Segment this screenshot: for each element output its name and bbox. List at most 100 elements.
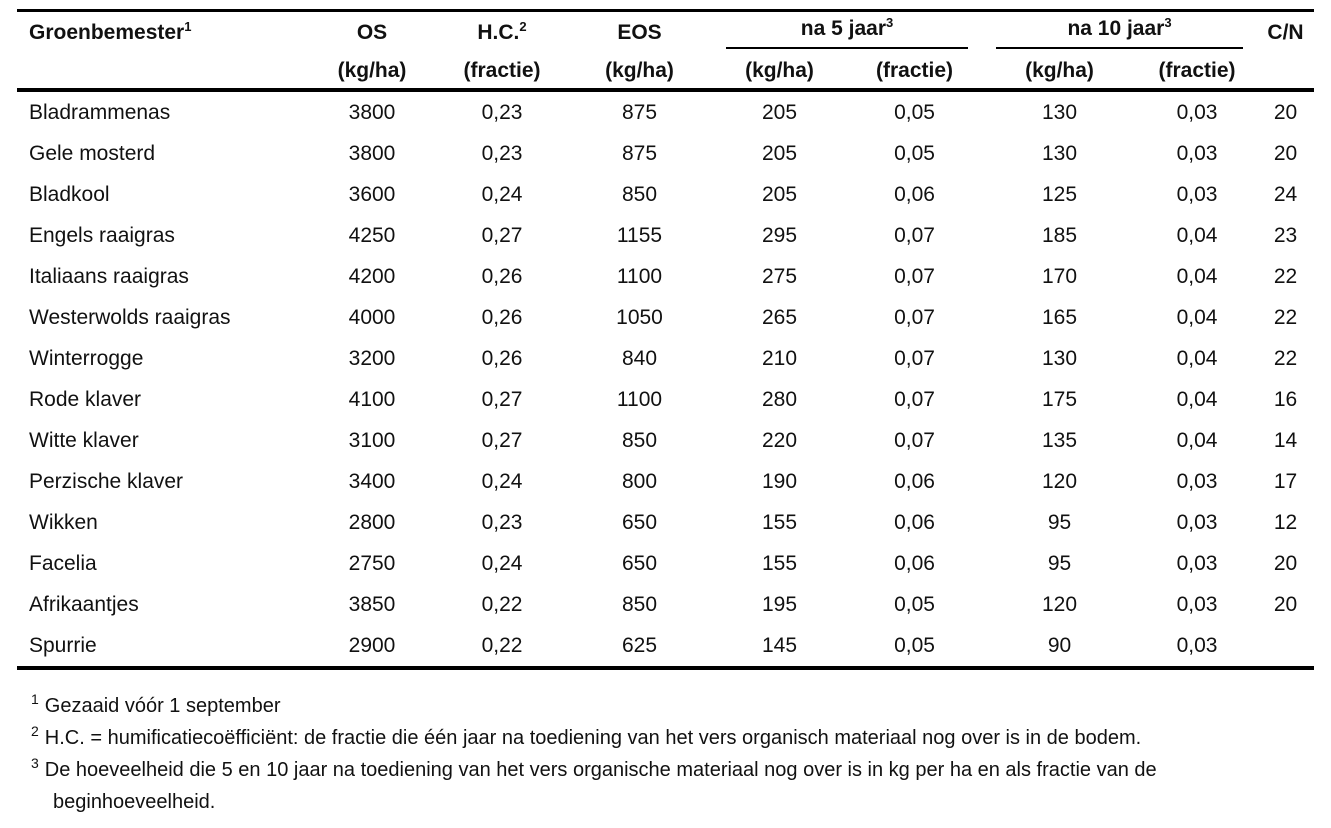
footnote-number: 1 [31,691,39,708]
cell-groenbemester: Engels raaigras [29,223,175,247]
cell-eos: 625 [567,625,712,670]
cell-groenbemester: Spurrie [17,625,307,670]
cell-na5-kgha: 205 [761,182,798,206]
cell-na10-kgha: 165 [1041,305,1078,329]
col-group-na-10-jaar-label: na 10 jaar3 [996,15,1244,49]
unit-cell-empty [17,54,307,92]
cell-na5-kgha: 190 [761,469,798,493]
cell-na10-kgha: 170 [1041,264,1078,288]
cell-na10-fractie: 0,03 [1137,625,1258,670]
cell-cn: 20 [1273,141,1298,165]
cell-na5-fractie: 0,05 [847,625,982,670]
cell-eos: 1155 [616,223,663,247]
cell-os: 2900 [307,625,437,670]
footnote-number: 3 [31,755,39,772]
cell-na5-kgha: 280 [761,387,798,411]
cell-na10-fractie: 0,04 [1176,305,1218,329]
cell-eos: 650 [621,551,658,575]
col-header-eos-label: EOS [617,21,662,44]
cell-na10-fractie: 0,03 [1176,182,1218,206]
cell-na5-fractie: 0,07 [894,223,935,247]
cell-na10-fractie: 0,03 [1176,469,1218,493]
cell-groenbemester: Westerwolds raaigras [29,305,231,329]
cell-eos: 840 [621,346,658,370]
na-10-jaar-text: na 10 jaar [1067,17,1165,40]
footnote-text: Gezaaid vóór 1 september [44,695,281,717]
cell-na10-kgha: 120 [1041,469,1078,493]
cell-os: 3100 [348,428,396,452]
cell-groenbemester: Facelia [29,551,97,575]
cell-na5-kgha: 205 [761,100,798,124]
cell-na5-fractie: 0,06 [894,182,935,206]
col-header-cn-label: C/N [1267,21,1304,44]
cell-eos: 850 [621,592,658,616]
cell-na10-fractie: 0,03 [1176,100,1218,124]
cell-hc: 0,27 [481,223,523,247]
table-row: Bladkool 3600 0,24 850 205 0,06 125 0,03… [17,174,1314,215]
cell-na5-fractie: 0,05 [894,141,935,165]
cell-na10-fractie: 0,04 [1176,428,1218,452]
cell-na5-fractie: 0,06 [894,469,935,493]
header-row-units: (kg/ha) (fractie) (kg/ha) (kg/ha) (fract… [17,54,1315,92]
cell-cn: 14 [1273,428,1298,452]
cell-na10-kgha: 120 [1041,592,1078,616]
unit-na10-fractie: (fractie) [1137,54,1258,92]
cell-na5-fractie: 0,07 [894,305,935,329]
table-row: Wikken 2800 0,23 650 155 0,06 95 0,03 12 [17,502,1314,543]
unit-eos-kgha: (kg/ha) [567,54,712,92]
cell-hc: 0,24 [481,182,523,206]
cell-os: 2750 [348,551,396,575]
table-row: Engels raaigras 4250 0,27 1155 295 0,07 … [17,215,1314,256]
cell-na10-fractie: 0,04 [1176,223,1218,247]
footnote-ref-2: 2 [519,19,527,34]
cell-cn: 22 [1273,346,1298,370]
cell-groenbemester: Perzische klaver [29,469,184,493]
col-header-cn: C/N [1257,11,1314,55]
cell-eos: 850 [621,182,658,206]
footnote-text: De hoeveelheid die 5 en 10 jaar na toedi… [44,759,1157,813]
cell-na10-kgha: 135 [1041,428,1078,452]
cell-na5-fractie: 0,07 [894,428,935,452]
cell-na5-kgha: 155 [761,551,798,575]
cell-os: 3800 [348,141,396,165]
cell-eos: 800 [621,469,658,493]
cell-cn: 23 [1273,223,1298,247]
cell-eos: 1100 [616,264,663,288]
cell-na5-fractie: 0,07 [894,387,935,411]
cell-os: 3850 [348,592,396,616]
cell-eos: 875 [621,141,658,165]
cell-os: 4250 [348,223,396,247]
col-header-hc-label: H.C. [477,21,520,44]
cell-na10-fractie: 0,04 [1176,346,1218,370]
footnote-ref-3: 3 [1164,15,1172,30]
cell-na10-kgha: 130 [1041,100,1078,124]
cell-eos: 650 [621,510,658,534]
cell-na10-kgha: 130 [1041,141,1078,165]
cell-hc: 0,22 [437,625,567,670]
cell-hc: 0,23 [481,141,523,165]
cell-na5-fractie: 0,06 [894,510,935,534]
cell-groenbemester: Witte klaver [29,428,139,452]
col-header-hc: H.C.2 [437,11,567,55]
cell-os: 3800 [348,100,396,124]
col-header-os: OS [307,11,437,55]
cell-na10-kgha: 185 [1041,223,1078,247]
cell-cn [1257,625,1315,670]
cell-cn: 17 [1273,469,1298,493]
table-row: Witte klaver 3100 0,27 850 220 0,07 135 … [17,420,1314,461]
cell-cn: 20 [1273,592,1298,616]
table-row: Spurrie 2900 0,22 625 145 0,05 90 0,03 [17,625,1315,670]
cell-groenbemester: Rode klaver [29,387,142,411]
footnote-text: H.C. = humificatiecoëfficiënt: de fracti… [44,727,1142,749]
cell-os: 4000 [348,305,396,329]
cell-na5-fractie: 0,07 [894,346,935,370]
col-group-na-5-jaar: na 5 jaar3 [712,11,982,55]
cell-hc: 0,22 [481,592,523,616]
cell-na5-kgha: 205 [761,141,798,165]
cell-groenbemester: Gele mosterd [29,141,156,165]
cell-os: 2800 [348,510,396,534]
cell-na10-kgha: 95 [1047,551,1072,575]
cell-na5-kgha: 295 [761,223,798,247]
cell-hc: 0,27 [481,387,523,411]
